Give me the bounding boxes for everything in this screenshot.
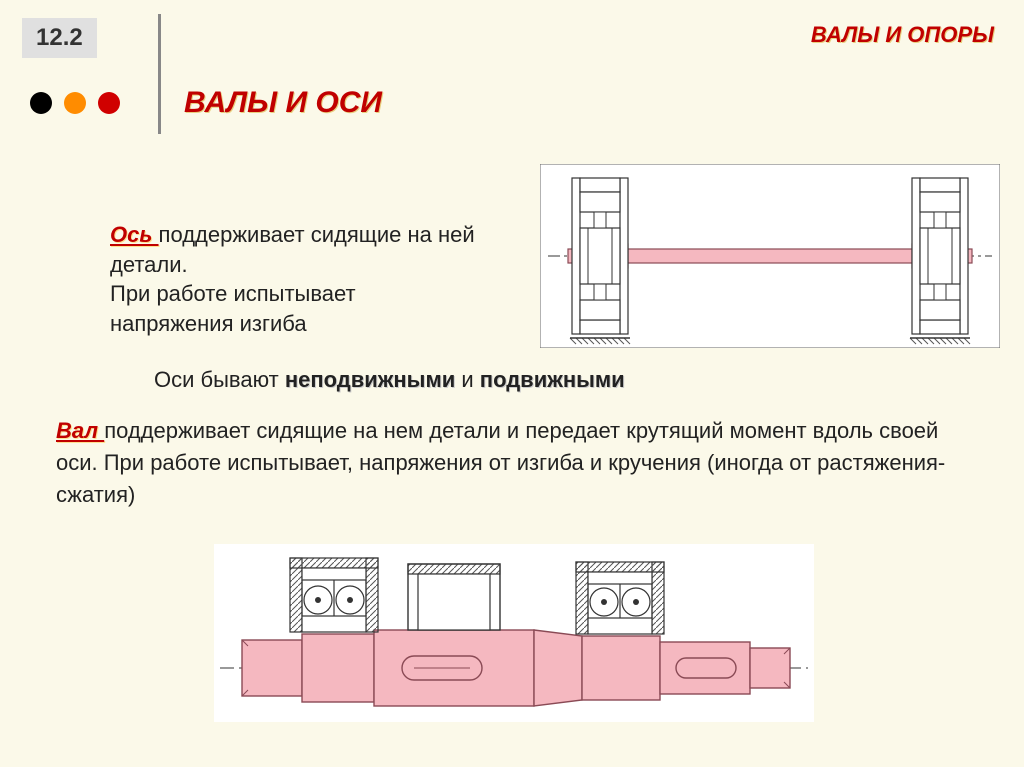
chapter-title: ВАЛЫ И ОПОРЫ: [811, 22, 994, 48]
figure-axle-diagram: [540, 164, 1000, 348]
paragraph-axle: Ось поддерживает сидящие на ней детали. …: [110, 220, 480, 339]
paragraph-axle-types: Оси бывают неподвижными и подвижными: [154, 367, 625, 393]
term-axle: Ось: [110, 222, 159, 247]
decorative-dots: [30, 92, 120, 114]
term-shaft: Вал: [56, 418, 104, 443]
section-number: 12.2: [22, 18, 97, 58]
dot-icon: [30, 92, 52, 114]
text: Оси бывают: [154, 367, 285, 392]
text: поддерживает сидящие на ней детали.: [110, 222, 475, 277]
dot-icon: [98, 92, 120, 114]
text: поддерживает сидящие на нем детали и пер…: [56, 418, 945, 507]
text: и: [455, 367, 480, 392]
paragraph-shaft: Вал поддерживает сидящие на нем детали и…: [56, 415, 976, 511]
term: подвижными: [480, 367, 625, 392]
text: При работе испытывает напряжения изгиба: [110, 281, 356, 336]
dot-icon: [64, 92, 86, 114]
page-title: ВАЛЫ И ОСИ: [184, 86, 382, 120]
term: неподвижными: [285, 367, 455, 392]
divider-vertical: [158, 14, 161, 134]
figure-shaft-diagram: [214, 544, 814, 722]
